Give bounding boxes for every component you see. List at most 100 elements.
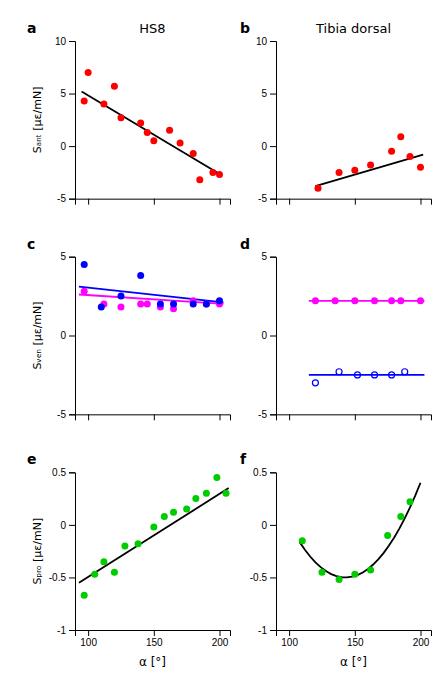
point	[351, 571, 358, 578]
x-tick-mark	[289, 199, 290, 205]
y-tick-label: 10	[256, 36, 268, 47]
point	[354, 372, 360, 378]
plot-area	[79, 261, 223, 312]
x-tick-mark	[219, 199, 220, 205]
point	[223, 490, 230, 497]
x-axis-line	[76, 199, 231, 205]
point	[150, 137, 157, 144]
y-tick-mark	[69, 41, 75, 42]
x-tick-mark	[355, 199, 356, 205]
point	[192, 495, 199, 502]
point	[203, 490, 210, 497]
plot-area	[299, 483, 421, 583]
x-axis-label: α [°]	[340, 655, 367, 669]
x-axis: 100150200	[277, 630, 432, 648]
y-tick-mark	[270, 577, 276, 578]
x-tick: 150	[347, 630, 364, 648]
y-tick-mark	[270, 336, 276, 337]
panel: 100150200-1-0.500.5fα [°]	[240, 451, 432, 669]
x-tick	[154, 199, 155, 205]
x-axis-line	[76, 415, 231, 421]
y-tick: 0.5	[52, 467, 75, 478]
x-tick-mark	[219, 630, 220, 636]
chart-container: -50510HS8aSₐₙₜ [µε/mN]-50510Tibia dorsal…	[0, 0, 440, 685]
panel: -505d	[240, 236, 432, 421]
x-tick-mark	[289, 630, 290, 636]
y-axis: -50510	[55, 36, 76, 205]
panel-label: d	[240, 236, 250, 252]
point	[190, 300, 197, 307]
y-tick-mark	[69, 146, 75, 147]
x-tick	[420, 414, 421, 420]
y-tick-mark	[270, 199, 276, 200]
point	[81, 97, 88, 104]
y-tick-label: -5	[258, 409, 267, 420]
point	[397, 513, 404, 520]
point	[135, 540, 142, 547]
point	[351, 297, 358, 304]
point	[312, 380, 318, 386]
panel-label: a	[27, 20, 36, 36]
y-axis: -1-0.500.5	[250, 467, 277, 636]
panel: -50510Tibia dorsalb	[240, 20, 432, 205]
point	[209, 169, 216, 176]
point	[170, 300, 177, 307]
point	[318, 569, 325, 576]
y-tick-mark	[270, 94, 276, 95]
y-tick: 5	[60, 251, 75, 262]
point	[137, 119, 144, 126]
point	[117, 293, 124, 300]
x-tick-mark	[420, 199, 421, 205]
fit-line	[309, 300, 425, 302]
y-tick: 10	[55, 36, 75, 47]
point-group	[315, 133, 424, 192]
y-tick: -5	[57, 193, 75, 204]
y-tick: -1	[57, 625, 75, 636]
point	[389, 372, 395, 378]
panel: -50510HS8aSₐₙₜ [µε/mN]	[27, 20, 231, 205]
point	[417, 164, 424, 171]
x-tick	[154, 414, 155, 420]
y-tick-mark	[69, 257, 75, 258]
y-tick: 5	[261, 88, 276, 99]
point	[117, 114, 124, 121]
x-tick-label: 150	[347, 637, 364, 648]
fit-line	[82, 91, 223, 175]
point-group	[81, 261, 223, 311]
fit-line	[300, 483, 421, 578]
x-tick: 200	[212, 630, 229, 648]
x-tick	[88, 414, 89, 420]
point-group	[312, 297, 424, 304]
point	[388, 148, 395, 155]
y-tick-label: -5	[57, 193, 66, 204]
x-axis	[277, 414, 432, 420]
point	[117, 304, 124, 311]
y-tick: 0.5	[253, 467, 276, 478]
panel: 100150200-1-0.500.5eSₚᵣₒ [µε/mN]α [°]	[27, 451, 231, 669]
point	[397, 297, 404, 304]
point	[336, 169, 343, 176]
y-tick-mark	[69, 199, 75, 200]
point	[150, 523, 157, 530]
x-tick-mark	[420, 630, 421, 636]
x-tick	[219, 199, 220, 205]
y-tick-label: -1	[57, 625, 66, 636]
point	[332, 297, 339, 304]
y-tick: 0	[60, 520, 75, 531]
title: HS8	[139, 21, 165, 36]
panel-label: c	[27, 236, 35, 252]
x-axis-label: α [°]	[139, 655, 166, 669]
plot-area	[309, 297, 425, 385]
point	[98, 304, 105, 311]
x-tick: 100	[80, 630, 97, 648]
x-tick	[289, 199, 290, 205]
point	[196, 176, 203, 183]
x-tick-label: 200	[413, 637, 430, 648]
y-axis: -50510	[256, 36, 277, 205]
point	[406, 498, 413, 505]
y-tick-mark	[69, 94, 75, 95]
y-axis-label: Sₚᵣₒ [µε/mN]	[31, 518, 44, 585]
panel-label: f	[240, 451, 247, 467]
y-tick-label: -0.5	[250, 572, 268, 583]
x-axis-line	[76, 631, 231, 637]
